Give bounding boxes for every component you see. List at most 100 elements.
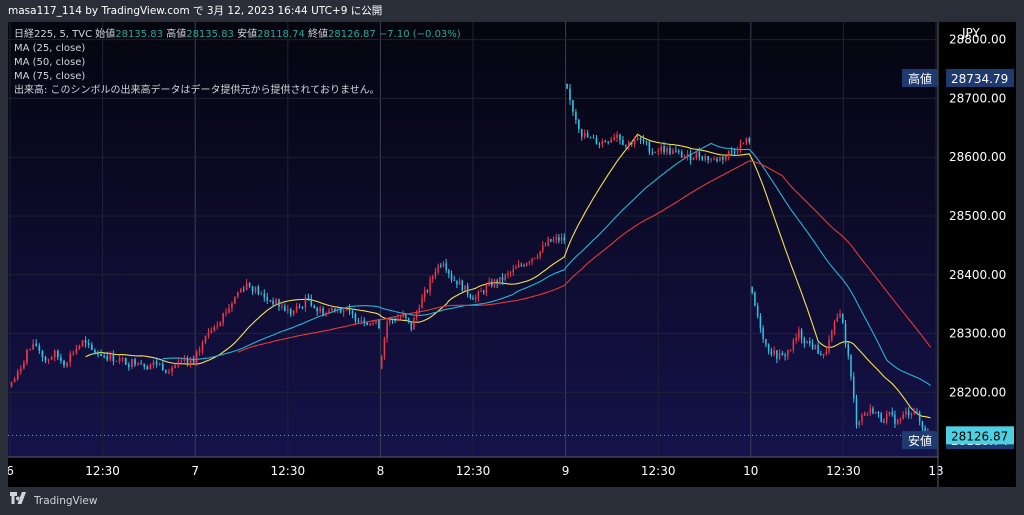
candle-body (445, 263, 447, 271)
candle-body (677, 150, 680, 152)
candle-body (152, 361, 155, 366)
candle-body (248, 283, 251, 287)
candle-body (469, 294, 472, 298)
candle-body (391, 319, 394, 321)
candle-body (627, 142, 630, 147)
high-marker: 高値 28734.79 (902, 68, 1014, 87)
candle-body (292, 310, 295, 315)
candle-body (234, 296, 236, 304)
candle-body (759, 316, 762, 329)
candle-body (742, 143, 745, 145)
candle-body (461, 280, 464, 291)
candle-body (165, 370, 167, 373)
candle-body (389, 319, 391, 323)
candle-body (407, 317, 410, 322)
candle-body (121, 357, 124, 359)
candle-body (331, 308, 333, 311)
candle-body (47, 359, 50, 361)
candle-body (539, 251, 541, 257)
chart-legend: 日経225, 5, TVC 始値28135.83 高値28135.83 安値28… (14, 28, 461, 98)
candle-body (536, 256, 539, 258)
candle-body (134, 359, 136, 365)
candle-body (507, 273, 509, 275)
candle-body (237, 292, 239, 297)
marker-value: 28734.79 (951, 72, 1008, 86)
candle-body (225, 312, 227, 314)
candle-body (56, 350, 59, 358)
candle-body (820, 354, 822, 356)
candle-body (316, 308, 319, 312)
candle-body (13, 379, 16, 383)
candle-body (844, 323, 847, 345)
candle-body (625, 144, 627, 147)
candle-body (485, 285, 488, 293)
candle-body (254, 286, 257, 292)
candle-body (426, 290, 429, 292)
candle-body (477, 291, 480, 298)
candle-body (713, 158, 715, 160)
candle-body (103, 356, 105, 358)
candle-body (855, 398, 858, 426)
candle-body (84, 340, 87, 344)
candle-body (263, 293, 266, 298)
candle-body (210, 330, 213, 333)
candle-body (589, 137, 592, 139)
candle-body (177, 361, 180, 366)
candle-body (354, 313, 357, 321)
candle-body (689, 153, 692, 161)
candle-body (245, 283, 248, 291)
candle-body (251, 286, 254, 292)
candle-body (586, 133, 589, 138)
candle-body (888, 412, 891, 415)
candle-body (339, 308, 342, 313)
candle-body (269, 300, 271, 302)
candle-body (814, 344, 817, 349)
ma-legend-25[interactable]: MA (25, close) (14, 43, 86, 54)
candle-body (112, 354, 115, 362)
candle-body (298, 306, 301, 308)
candles (10, 83, 932, 439)
candle-body (38, 345, 41, 351)
x-tick-label: 13 (928, 464, 943, 478)
candle-body (304, 297, 307, 308)
candle-body (725, 155, 727, 160)
candle-body (847, 344, 850, 356)
candle-body (310, 298, 313, 306)
candle-body (437, 265, 439, 272)
candle-body (143, 363, 146, 367)
candle-body (464, 285, 466, 291)
candle-body (207, 332, 210, 336)
chart-area[interactable]: JPY 6 12:30 7 12:30 8 12:30 9 12:30 10 12:30 13 282… (8, 22, 1016, 487)
candle-body (622, 139, 624, 145)
candle-body (680, 151, 683, 158)
candle-body (90, 344, 93, 351)
candle-body (228, 307, 230, 313)
candle-body (363, 320, 366, 323)
candle-body (558, 237, 560, 241)
ma-legend-75[interactable]: MA (75, close) (14, 71, 86, 82)
candle-body (762, 328, 764, 339)
candle-body (916, 411, 918, 413)
candle-body (842, 313, 844, 324)
candle-body (345, 308, 348, 311)
x-tick-label: 12:30 (85, 464, 120, 478)
candle-body (716, 158, 718, 162)
ma-legend-50[interactable]: MA (50, close) (14, 57, 86, 68)
candle-body (26, 349, 28, 363)
open-value: 28135.83 (115, 29, 164, 40)
open-label: 始値 (95, 29, 116, 40)
price-chart[interactable]: JPY 6 12:30 7 12:30 8 12:30 9 12:30 10 12:30 13 282… (8, 22, 1016, 487)
marker-value-bg (946, 68, 1014, 87)
candle-body (569, 88, 571, 101)
candle-body (313, 305, 316, 309)
tradingview-logo-icon[interactable] (10, 487, 30, 515)
candle-body (905, 410, 907, 415)
candle-body (149, 365, 152, 370)
candle-body (745, 138, 748, 144)
candle-body (450, 273, 453, 280)
candle-body (533, 257, 536, 259)
candle-body (515, 267, 517, 269)
candle-body (877, 412, 880, 414)
candle-body (219, 322, 221, 326)
brand-name[interactable]: TradingView (34, 495, 98, 507)
